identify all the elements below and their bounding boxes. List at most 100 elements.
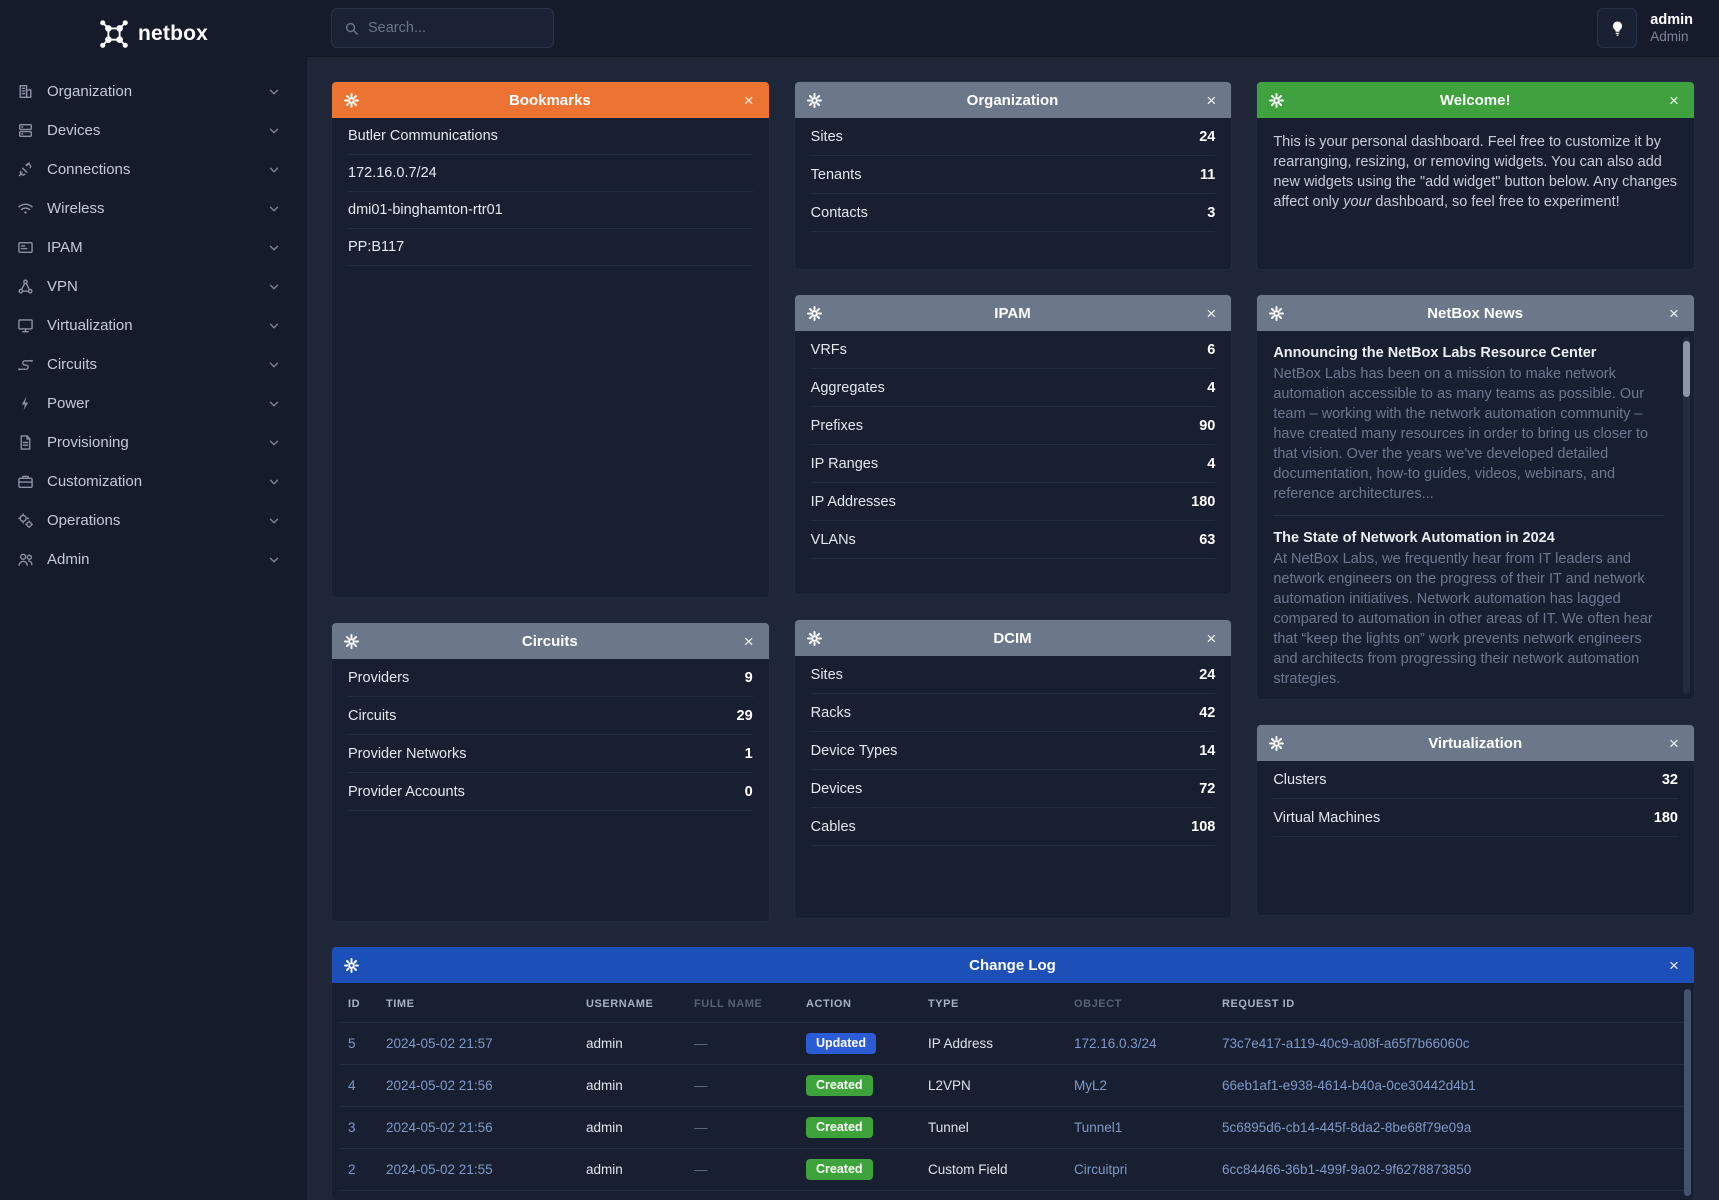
stat-value[interactable]: 1 (744, 745, 753, 762)
stat-value[interactable]: 42 (1199, 704, 1216, 721)
change-request-id-link[interactable]: 73c7e417-a119-40c9-a08f-a65f7b66060c (1222, 1036, 1470, 1051)
sidebar-item-operations[interactable]: Operations (0, 501, 307, 540)
close-icon[interactable] (1666, 735, 1682, 752)
search-input[interactable] (368, 20, 541, 36)
stat-value[interactable]: 24 (1199, 666, 1216, 683)
change-time-link[interactable]: 2024-05-02 21:56 (386, 1078, 493, 1093)
stat-value[interactable]: 180 (1653, 809, 1678, 826)
stat-value[interactable]: 180 (1191, 493, 1216, 510)
stat-value[interactable]: 14 (1199, 742, 1216, 759)
stat-label[interactable]: Contacts (810, 204, 868, 221)
stat-label[interactable]: Cables (810, 818, 856, 835)
stat-value[interactable]: 11 (1199, 166, 1216, 183)
stat-value[interactable]: 90 (1199, 417, 1216, 434)
stat-label[interactable]: Circuits (348, 707, 397, 724)
stat-label[interactable]: Prefixes (810, 417, 864, 434)
stat-value[interactable]: 6 (1207, 341, 1216, 358)
column-header-id[interactable]: ID (348, 998, 361, 1010)
stat-label[interactable]: Sites (810, 666, 843, 683)
close-icon[interactable] (1666, 305, 1682, 322)
widget-circuits-header[interactable]: Circuits (332, 623, 769, 659)
sidebar-item-customization[interactable]: Customization (0, 462, 307, 501)
news-headline-link[interactable]: The State of Network Automation in 2024 (1273, 530, 1555, 546)
stat-value[interactable]: 4 (1207, 379, 1216, 396)
change-request-id-link[interactable]: 66eb1af1-e938-4614-b40a-0ce30442d4b1 (1222, 1078, 1476, 1093)
bookmark-link[interactable]: Butler Communications (348, 128, 498, 144)
widget-ipam-header[interactable]: IPAM (794, 295, 1232, 331)
widget-change-log-header[interactable]: Change Log (332, 947, 1694, 983)
column-header-type[interactable]: TYPE (928, 998, 959, 1010)
change-request-id-link[interactable]: 6cc84466-36b1-499f-9a02-9f6278873850 (1222, 1162, 1472, 1177)
close-icon[interactable] (741, 92, 757, 109)
stat-value[interactable]: 63 (1199, 531, 1216, 548)
gear-icon[interactable] (1269, 92, 1285, 108)
stat-label[interactable]: VRFs (810, 341, 847, 358)
stat-label[interactable]: IP Ranges (810, 455, 879, 472)
scrollbar-track[interactable] (1682, 337, 1690, 694)
sidebar-item-wireless[interactable]: Wireless (0, 189, 307, 228)
stat-value[interactable]: 4 (1207, 455, 1216, 472)
sidebar-item-power[interactable]: Power (0, 384, 307, 423)
sidebar-item-provisioning[interactable]: Provisioning (0, 423, 307, 462)
stat-label[interactable]: Aggregates (810, 379, 885, 396)
change-id-link[interactable]: 3 (348, 1120, 356, 1135)
stat-value[interactable]: 9 (744, 669, 753, 686)
change-request-id-link[interactable]: 5c6895d6-cb14-445f-8da2-8be68f79e09a (1222, 1120, 1472, 1135)
gear-icon[interactable] (344, 957, 359, 973)
close-icon[interactable] (1203, 630, 1219, 647)
widget-organization-header[interactable]: Organization (794, 82, 1232, 118)
gear-icon[interactable] (344, 92, 359, 108)
change-id-link[interactable]: 2 (348, 1162, 356, 1177)
stat-label[interactable]: Provider Networks (348, 745, 467, 762)
sidebar-item-devices[interactable]: Devices (0, 111, 307, 150)
stat-value[interactable]: 3 (1207, 204, 1216, 221)
stat-value[interactable]: 0 (744, 783, 753, 800)
stat-label[interactable]: Clusters (1273, 771, 1327, 788)
column-header-username[interactable]: USERNAME (586, 998, 654, 1010)
gear-icon[interactable] (806, 630, 822, 646)
stat-label[interactable]: Virtual Machines (1273, 809, 1381, 826)
sidebar-item-organization[interactable]: Organization (0, 72, 307, 111)
close-icon[interactable] (1666, 957, 1682, 974)
gear-icon[interactable] (806, 92, 822, 108)
stat-label[interactable]: Provider Accounts (348, 783, 465, 800)
widget-news-header[interactable]: NetBox News (1257, 295, 1694, 331)
bookmark-link[interactable]: dmi01-binghamton-rtr01 (348, 202, 503, 218)
stat-value[interactable]: 108 (1191, 818, 1216, 835)
gear-icon[interactable] (344, 633, 359, 649)
stat-label[interactable]: Devices (810, 780, 863, 797)
scrollbar-thumb[interactable] (1684, 989, 1691, 1196)
gear-icon[interactable] (1269, 735, 1285, 751)
stat-value[interactable]: 24 (1199, 128, 1216, 145)
sidebar-item-ipam[interactable]: IPAM (0, 228, 307, 267)
change-id-link[interactable]: 4 (348, 1078, 356, 1093)
scrollbar-thumb[interactable] (1682, 341, 1690, 397)
change-object-link[interactable]: MyL2 (1074, 1078, 1108, 1093)
widget-welcome-header[interactable]: Welcome! (1257, 82, 1694, 118)
stat-label[interactable]: Sites (810, 128, 843, 145)
sidebar-item-vpn[interactable]: VPN (0, 267, 307, 306)
theme-toggle-button[interactable] (1597, 8, 1638, 48)
change-time-link[interactable]: 2024-05-02 21:55 (386, 1162, 493, 1177)
netbox-logo[interactable]: netbox (0, 6, 307, 62)
column-header-action[interactable]: ACTION (806, 998, 852, 1010)
close-icon[interactable] (1203, 305, 1219, 322)
stat-value[interactable]: 72 (1199, 780, 1216, 797)
sidebar-item-virtualization[interactable]: Virtualization (0, 306, 307, 345)
change-time-link[interactable]: 2024-05-02 21:56 (386, 1120, 493, 1135)
sidebar-item-connections[interactable]: Connections (0, 150, 307, 189)
close-icon[interactable] (1666, 92, 1682, 109)
stat-label[interactable]: Device Types (810, 742, 898, 759)
change-object-link[interactable]: Circuitpri (1074, 1162, 1128, 1177)
sidebar-item-circuits[interactable]: Circuits (0, 345, 307, 384)
widget-dcim-header[interactable]: DCIM (794, 620, 1232, 656)
bookmark-link[interactable]: 172.16.0.7/24 (348, 165, 437, 181)
widget-virtualization-header[interactable]: Virtualization (1257, 725, 1694, 761)
stat-label[interactable]: Racks (810, 704, 851, 721)
close-icon[interactable] (1203, 92, 1219, 109)
stat-label[interactable]: Providers (348, 669, 410, 686)
user-meta[interactable]: admin Admin (1650, 12, 1693, 45)
news-headline-link[interactable]: Announcing the NetBox Labs Resource Cent… (1273, 345, 1597, 361)
gear-icon[interactable] (806, 305, 822, 321)
stat-label[interactable]: IP Addresses (810, 493, 896, 510)
